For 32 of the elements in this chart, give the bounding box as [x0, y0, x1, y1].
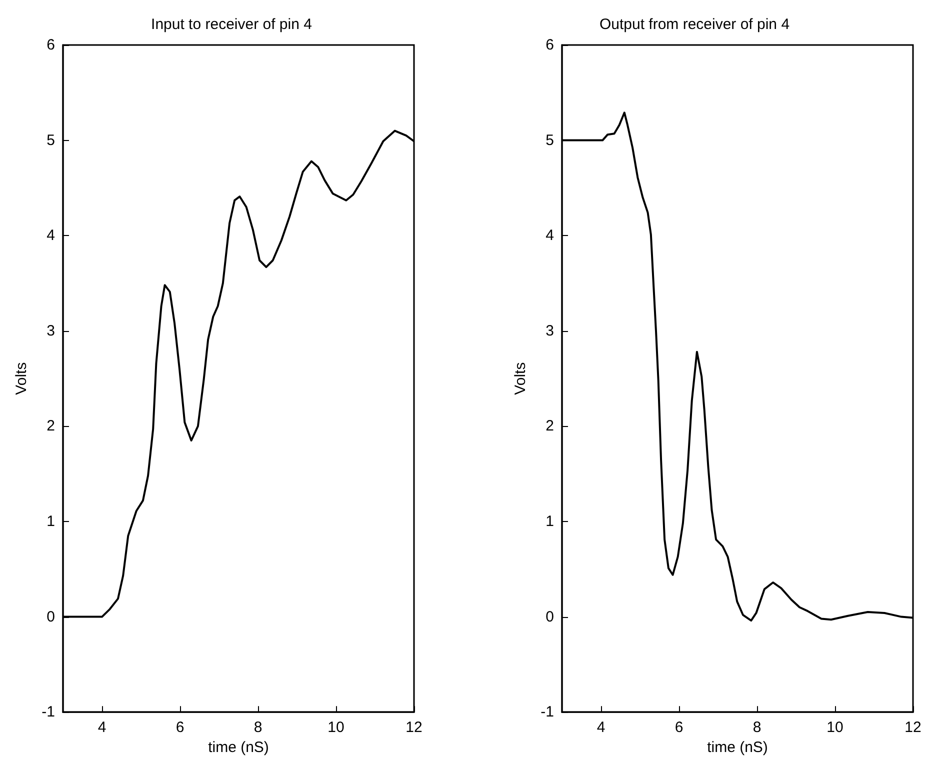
y-tick-label: -1 — [540, 704, 554, 721]
y-axis-title: Volts — [512, 362, 529, 395]
y-tick-label: 1 — [46, 513, 55, 530]
x-tick-label: 10 — [328, 719, 344, 736]
y-axis-title: Volts — [13, 362, 30, 395]
x-tick-label: 8 — [254, 719, 262, 736]
chart-title: Output from receiver of pin 4 — [599, 16, 790, 33]
y-tick-label: -1 — [42, 704, 55, 721]
y-tick-label: 4 — [546, 227, 554, 244]
y-tick-label: 0 — [46, 608, 55, 626]
x-tick-label: 12 — [904, 719, 922, 736]
x-tick-label: 4 — [98, 719, 106, 736]
y-tick-label: 6 — [546, 36, 554, 54]
x-tick-label: 12 — [406, 719, 422, 736]
y-tick-label: 5 — [46, 132, 55, 149]
x-tick-label: 8 — [752, 719, 762, 736]
x-tick-label: 6 — [176, 719, 184, 736]
y-tick-label: 3 — [46, 322, 55, 340]
x-axis-title: time (nS) — [208, 739, 269, 756]
y-tick-label: 5 — [546, 132, 554, 149]
y-tick-label: 1 — [546, 513, 554, 530]
x-tick-label: 4 — [596, 719, 606, 736]
chart-title: Input to receiver of pin 4 — [151, 16, 312, 33]
y-tick-label: 2 — [546, 418, 554, 435]
y-tick-label: 6 — [46, 36, 55, 54]
x-axis-title: time (nS) — [707, 739, 768, 756]
y-tick-label: 3 — [546, 322, 554, 340]
x-tick-label: 10 — [826, 719, 844, 736]
y-tick-label: 0 — [546, 608, 554, 626]
y-tick-label: 2 — [46, 418, 55, 435]
y-tick-label: 4 — [46, 227, 55, 244]
x-tick-label: 6 — [674, 719, 684, 736]
